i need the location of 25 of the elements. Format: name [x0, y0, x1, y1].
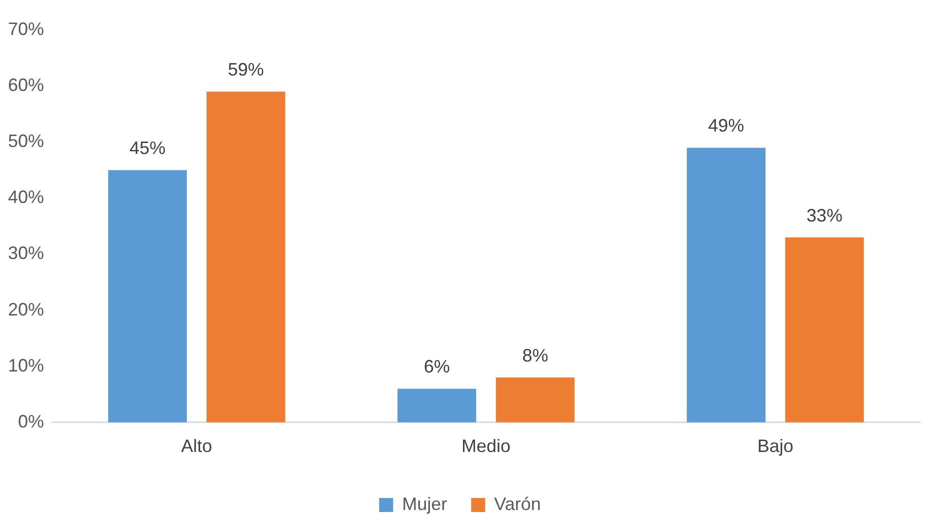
- bar: [785, 237, 864, 422]
- legend-label: Mujer: [402, 494, 448, 514]
- x-tick-label: Medio: [462, 436, 511, 456]
- y-tick-label: 10%: [8, 355, 44, 376]
- y-tick-label: 0%: [18, 411, 44, 432]
- data-label: 33%: [806, 205, 843, 226]
- data-label: 59%: [228, 60, 264, 80]
- data-label: 8%: [522, 346, 548, 366]
- y-tick-label: 60%: [8, 75, 44, 96]
- y-tick-label: 40%: [8, 187, 44, 208]
- x-tick-label: Alto: [181, 436, 212, 456]
- bar: [206, 92, 286, 422]
- data-label: 49%: [708, 116, 744, 136]
- y-tick-label: 30%: [8, 243, 44, 264]
- bar: [496, 378, 575, 422]
- data-label: 6%: [424, 356, 450, 377]
- data-label: 45%: [129, 138, 166, 158]
- x-tick-label: Bajo: [757, 436, 794, 456]
- y-tick-label: 20%: [8, 299, 44, 320]
- y-tick-label: 70%: [8, 18, 44, 39]
- legend-label: Varón: [494, 494, 541, 514]
- bar: [686, 148, 766, 422]
- bar: [108, 170, 187, 422]
- y-tick-label: 50%: [8, 131, 44, 152]
- bar: [397, 388, 476, 422]
